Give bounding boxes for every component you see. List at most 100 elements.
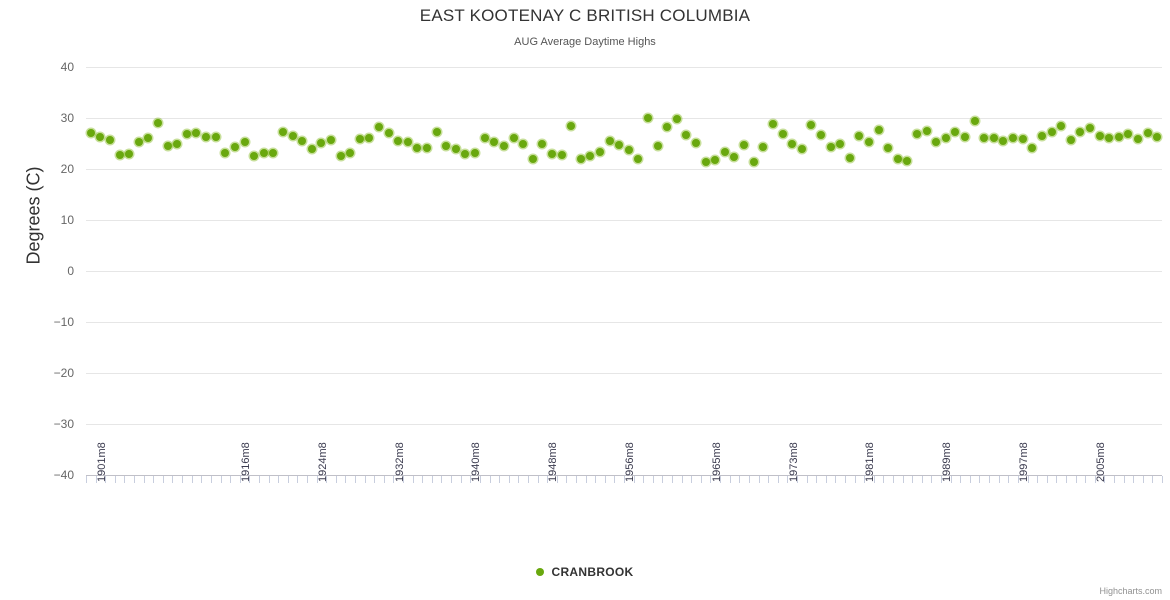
data-point[interactable] [96, 132, 105, 141]
legend-item-cranbrook[interactable]: CRANBROOK [551, 564, 634, 579]
data-point[interactable] [682, 131, 691, 140]
data-point[interactable] [864, 137, 873, 146]
data-point[interactable] [893, 155, 902, 164]
data-point[interactable] [307, 144, 316, 153]
data-point[interactable] [913, 130, 922, 139]
data-point[interactable] [394, 136, 403, 145]
data-point[interactable] [845, 153, 854, 162]
data-point[interactable] [826, 143, 835, 152]
chart-legend[interactable]: CRANBROOK [0, 564, 1170, 579]
data-point[interactable] [615, 140, 624, 149]
data-point[interactable] [547, 149, 556, 158]
data-point[interactable] [922, 127, 931, 136]
data-point[interactable] [211, 132, 220, 141]
data-point[interactable] [557, 150, 566, 159]
data-point[interactable] [182, 129, 191, 138]
data-point[interactable] [278, 128, 287, 137]
data-point[interactable] [1076, 127, 1085, 136]
data-point[interactable] [346, 148, 355, 157]
data-point[interactable] [403, 138, 412, 147]
data-point[interactable] [1124, 129, 1133, 138]
data-point[interactable] [778, 130, 787, 139]
data-point[interactable] [884, 144, 893, 153]
data-point[interactable] [903, 156, 912, 165]
data-point[interactable] [384, 129, 393, 138]
data-point[interactable] [768, 120, 777, 129]
data-point[interactable] [855, 132, 864, 141]
data-point[interactable] [86, 128, 95, 137]
data-point[interactable] [471, 148, 480, 157]
data-point[interactable] [759, 143, 768, 152]
data-point[interactable] [807, 120, 816, 129]
data-point[interactable] [951, 127, 960, 136]
data-point[interactable] [663, 122, 672, 131]
data-point[interactable] [1114, 133, 1123, 142]
data-point[interactable] [432, 128, 441, 137]
data-point[interactable] [874, 126, 883, 135]
data-point[interactable] [1047, 128, 1056, 137]
data-point[interactable] [1153, 132, 1162, 141]
data-point[interactable] [1028, 143, 1037, 152]
data-point[interactable] [365, 134, 374, 143]
data-point[interactable] [144, 134, 153, 143]
data-point[interactable] [288, 131, 297, 140]
data-point[interactable] [154, 119, 163, 128]
data-point[interactable] [423, 144, 432, 153]
data-point[interactable] [720, 148, 729, 157]
data-point[interactable] [711, 156, 720, 165]
data-point[interactable] [624, 145, 633, 154]
data-point[interactable] [1009, 134, 1018, 143]
data-point[interactable] [644, 114, 653, 122]
data-point[interactable] [451, 144, 460, 153]
data-point[interactable] [413, 144, 422, 153]
data-point[interactable] [355, 134, 364, 143]
data-point[interactable] [202, 133, 211, 142]
data-point[interactable] [106, 136, 115, 145]
data-point[interactable] [788, 139, 797, 148]
data-point[interactable] [595, 147, 604, 156]
data-point[interactable] [1057, 122, 1066, 131]
data-point[interactable] [749, 157, 758, 166]
data-point[interactable] [730, 152, 739, 161]
data-point[interactable] [240, 138, 249, 147]
data-point[interactable] [442, 142, 451, 151]
data-point[interactable] [1095, 132, 1104, 141]
data-point[interactable] [528, 154, 537, 163]
data-point[interactable] [586, 152, 595, 161]
data-point[interactable] [672, 115, 681, 124]
data-point[interactable] [326, 136, 335, 145]
data-point[interactable] [519, 139, 528, 148]
data-point[interactable] [163, 142, 172, 151]
data-point[interactable] [1018, 135, 1027, 144]
data-point[interactable] [230, 142, 239, 151]
data-point[interactable] [1143, 128, 1152, 137]
data-point[interactable] [1037, 131, 1046, 140]
data-point[interactable] [932, 138, 941, 147]
data-point[interactable] [259, 149, 268, 158]
data-point[interactable] [941, 134, 950, 143]
data-point[interactable] [461, 149, 470, 158]
data-point[interactable] [970, 117, 979, 126]
data-point[interactable] [538, 139, 547, 148]
data-point[interactable] [173, 139, 182, 148]
data-point[interactable] [605, 136, 614, 145]
data-point[interactable] [269, 149, 278, 158]
data-point[interactable] [499, 141, 508, 150]
data-point[interactable] [692, 138, 701, 147]
data-point[interactable] [989, 134, 998, 143]
data-point[interactable] [567, 122, 576, 131]
data-point[interactable] [1105, 134, 1114, 143]
data-point[interactable] [250, 151, 259, 160]
data-point[interactable] [1085, 124, 1094, 133]
data-point[interactable] [192, 129, 201, 138]
data-point[interactable] [1133, 135, 1142, 144]
data-point[interactable] [740, 140, 749, 149]
data-point[interactable] [336, 151, 345, 160]
data-point[interactable] [576, 154, 585, 163]
data-point[interactable] [509, 134, 518, 143]
data-point[interactable] [797, 145, 806, 154]
highcharts-credit[interactable]: Highcharts.com [1099, 586, 1162, 596]
data-point[interactable] [961, 132, 970, 141]
data-point[interactable] [816, 131, 825, 140]
data-point[interactable] [980, 134, 989, 143]
